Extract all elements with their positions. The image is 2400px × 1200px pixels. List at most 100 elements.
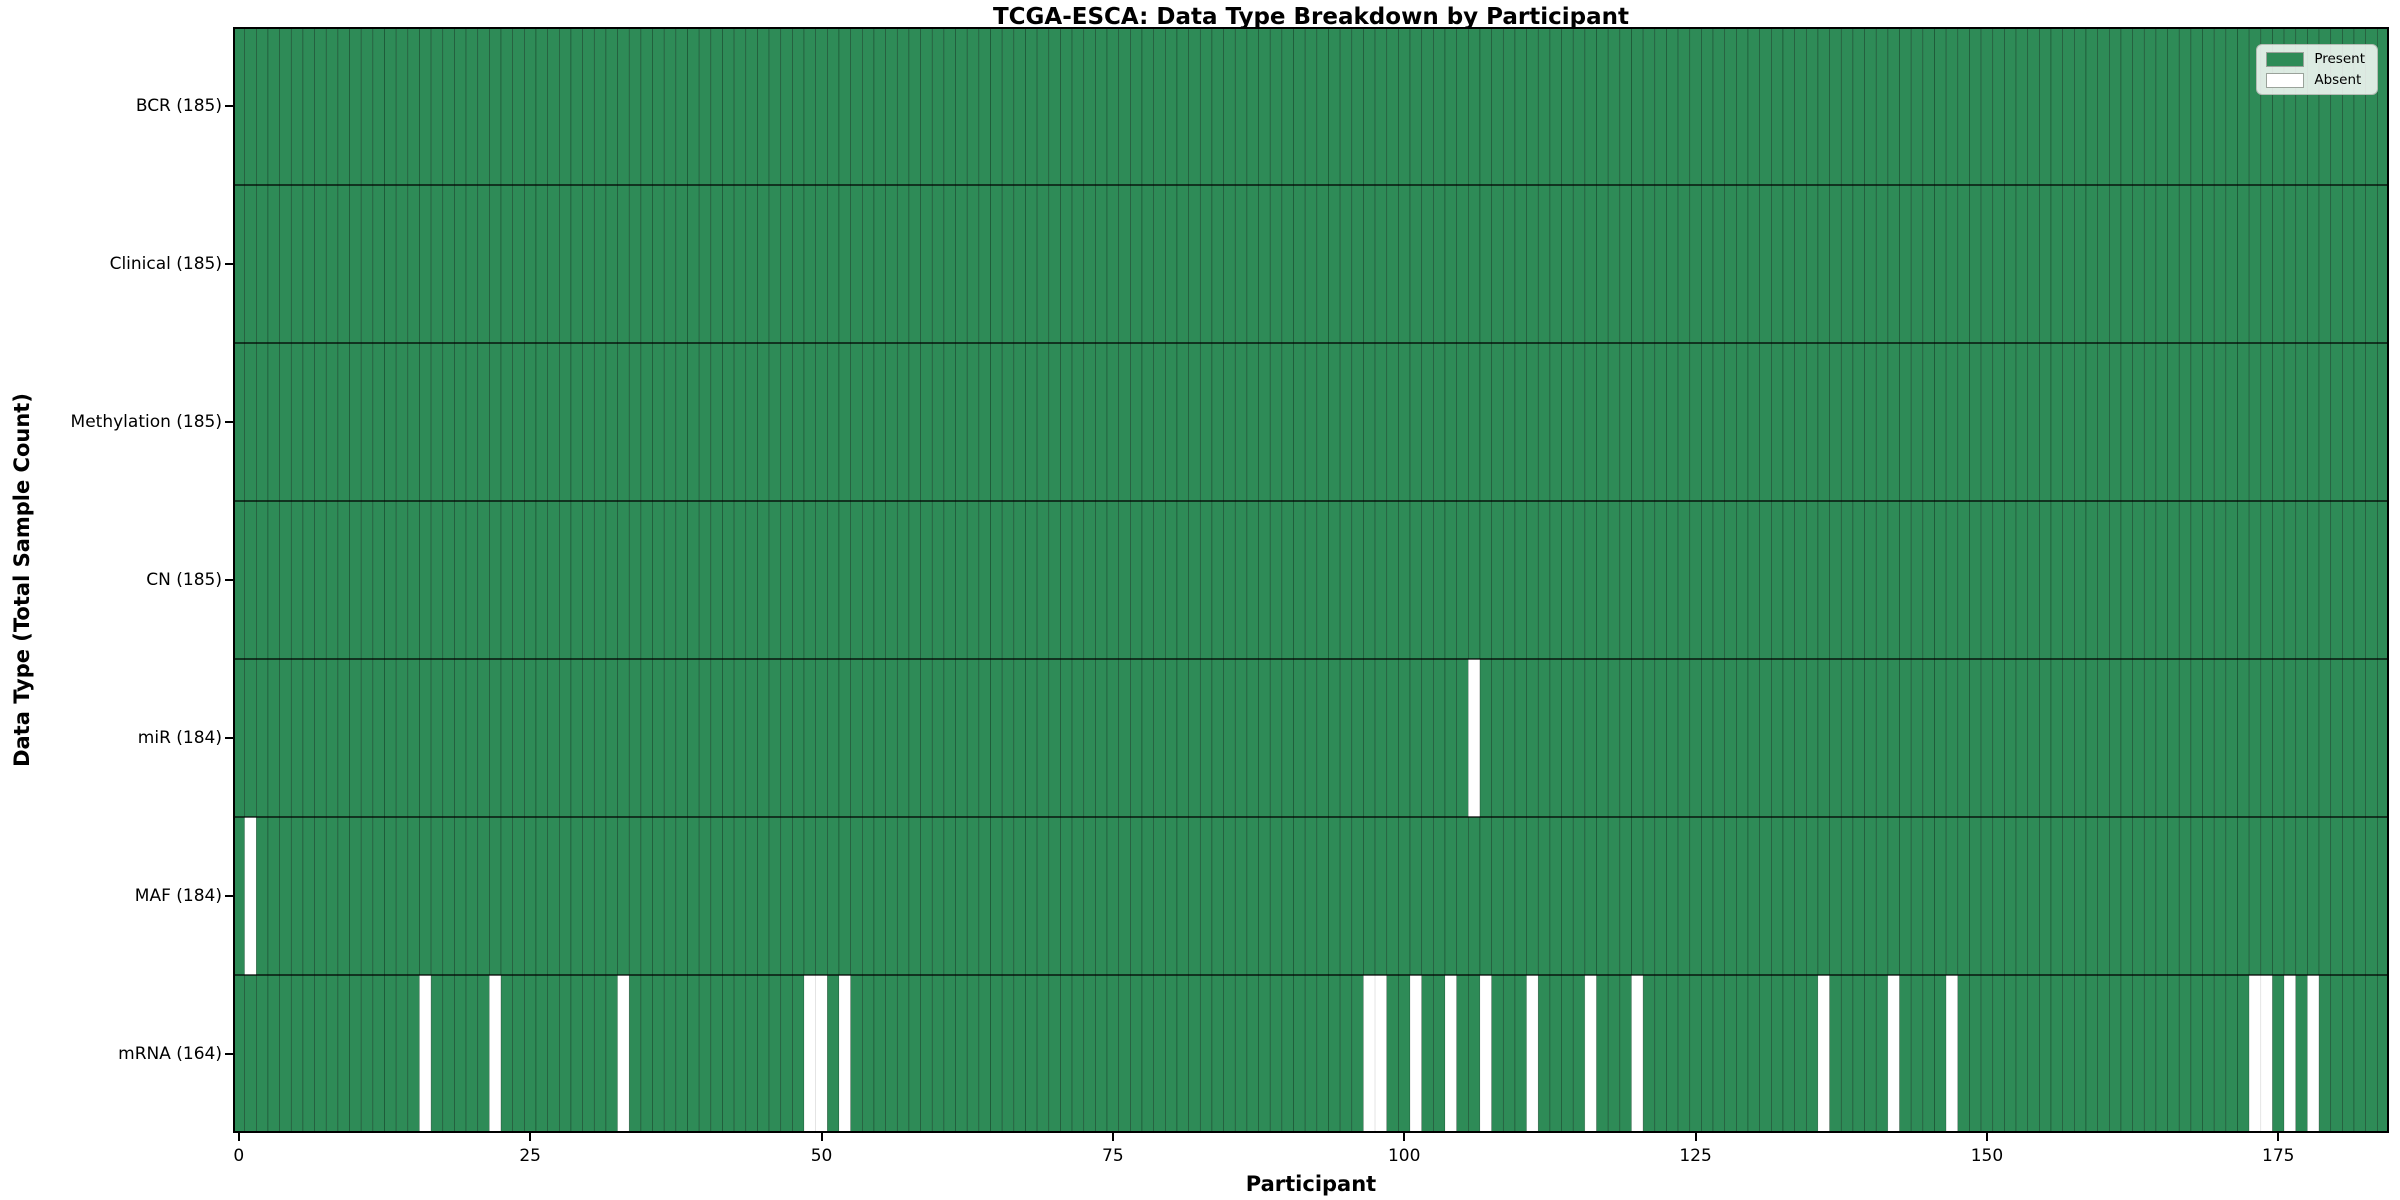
heatmap-cell: [489, 816, 502, 976]
heatmap-cell: [827, 658, 840, 818]
heatmap-cell: [2015, 974, 2029, 1133]
heatmap-cell: [1584, 342, 1597, 502]
heatmap-cell: [640, 500, 653, 660]
heatmap-cell: [1048, 500, 1061, 660]
heatmap-cell: [2004, 816, 2017, 976]
heatmap-cell: [1468, 658, 1481, 818]
heatmap-cell: [337, 658, 350, 818]
heatmap-cell: [559, 816, 572, 976]
heatmap-cell: [512, 658, 525, 818]
heatmap-cell: [2190, 27, 2203, 186]
heatmap-cell: [675, 658, 688, 818]
heatmap-cell: [605, 342, 618, 502]
y-tick-label-methylation: Methylation (185): [70, 412, 222, 432]
heatmap-cell: [873, 816, 886, 976]
heatmap-cell: [605, 658, 618, 818]
heatmap-cell: [547, 500, 560, 660]
heatmap-cell: [675, 342, 688, 502]
heatmap-cell: [2167, 658, 2180, 818]
heatmap-cell: [2015, 27, 2029, 186]
heatmap-cell: [1642, 658, 1656, 818]
heatmap-cell: [302, 974, 315, 1133]
heatmap-cell: [768, 816, 782, 976]
heatmap-cell: [675, 816, 688, 976]
heatmap-cell: [290, 500, 304, 660]
heatmap-cell: [2155, 342, 2168, 502]
heatmap-cell: [1852, 974, 1865, 1133]
heatmap-cell: [2178, 500, 2192, 660]
heatmap-cell: [617, 500, 630, 660]
heatmap-cell: [1118, 342, 1131, 502]
heatmap-cell: [1526, 27, 1539, 186]
heatmap-cell: [1572, 27, 1586, 186]
heatmap-cell: [244, 658, 257, 818]
heatmap-cell: [2027, 500, 2040, 660]
heatmap-cell: [360, 342, 374, 502]
heatmap-cell: [2109, 974, 2122, 1133]
heatmap-cell: [256, 974, 269, 1133]
heatmap-cell: [1875, 184, 1889, 344]
heatmap-cell: [1794, 500, 1807, 660]
heatmap-cell: [570, 658, 583, 818]
heatmap-cell: [1269, 816, 1283, 976]
heatmap-cell: [1199, 974, 1213, 1133]
heatmap-cell: [862, 974, 875, 1133]
heatmap-cell: [1526, 500, 1539, 660]
heatmap-cell: [1036, 658, 1050, 818]
heatmap-cell: [1071, 184, 1085, 344]
heatmap-cell: [1456, 184, 1469, 344]
heatmap-cell: [780, 184, 793, 344]
heatmap-cell: [2167, 342, 2180, 502]
heatmap-cell: [1514, 184, 1527, 344]
heatmap-cell: [314, 342, 327, 502]
heatmap-cell: [1013, 500, 1026, 660]
heatmap-cell: [1281, 500, 1294, 660]
heatmap-cell: [1840, 816, 1854, 976]
heatmap-cell: [419, 816, 432, 976]
heatmap-cell: [955, 500, 968, 660]
heatmap-cell: [1479, 658, 1492, 818]
heatmap-cell: [395, 342, 409, 502]
heatmap-cell: [1351, 184, 1364, 344]
heatmap-cell: [2085, 27, 2098, 186]
heatmap-cell: [1374, 500, 1388, 660]
heatmap-cell: [372, 974, 385, 1133]
heatmap-cell: [1654, 658, 1667, 818]
heatmap-cell: [710, 184, 723, 344]
heatmap-cell: [442, 500, 455, 660]
heatmap-cell: [1409, 974, 1423, 1133]
heatmap-cell: [2295, 500, 2308, 660]
heatmap-cell: [2353, 974, 2366, 1133]
heatmap-cell: [535, 27, 548, 186]
heatmap-cell: [1945, 658, 1959, 818]
heatmap-cell: [279, 500, 292, 660]
heatmap-cell: [2120, 816, 2133, 976]
heatmap-cell: [407, 27, 420, 186]
heatmap-cell: [2260, 816, 2273, 976]
heatmap-cell: [1747, 974, 1760, 1133]
heatmap-cell: [582, 500, 595, 660]
heatmap-cell: [1106, 816, 1119, 976]
heatmap-cell: [1957, 342, 1970, 502]
heatmap-cell: [2004, 500, 2017, 660]
heatmap-cell: [1258, 816, 1271, 976]
heatmap-cell: [1689, 500, 1702, 660]
heatmap-cell: [885, 500, 898, 660]
heatmap-cell: [593, 27, 607, 186]
heatmap-cell: [1083, 27, 1096, 186]
heatmap-cell: [1992, 342, 2005, 502]
heatmap-cell: [1106, 974, 1119, 1133]
heatmap-cell: [1607, 500, 1621, 660]
heatmap-cell: [2307, 658, 2320, 818]
heatmap-cell: [1246, 342, 1259, 502]
heatmap-cell: [1199, 500, 1213, 660]
heatmap-cell: [325, 27, 339, 186]
heatmap-cell: [1118, 816, 1131, 976]
heatmap-cell: [314, 658, 327, 818]
heatmap-cell: [838, 658, 851, 818]
heatmap-cell: [302, 342, 315, 502]
heatmap-cell: [430, 27, 444, 186]
heatmap-cell: [1771, 500, 1784, 660]
heatmap-cell: [1456, 816, 1469, 976]
heatmap-cell: [2330, 342, 2343, 502]
